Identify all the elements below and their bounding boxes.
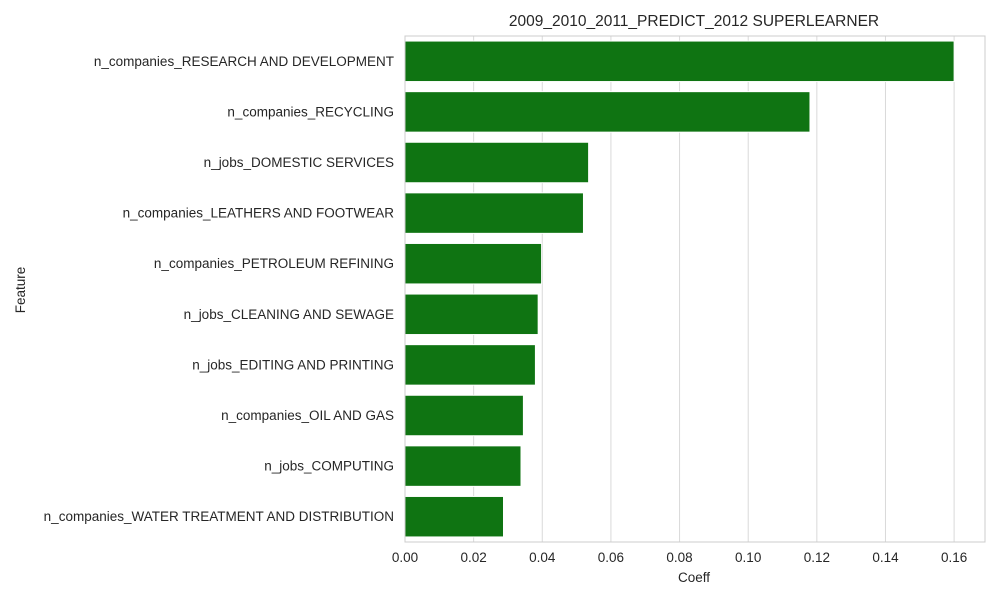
y-tick-label: n_companies_RECYCLING bbox=[227, 104, 394, 119]
x-tick-label: 0.14 bbox=[872, 550, 899, 565]
bar bbox=[404, 40, 955, 83]
x-axis-label: Coeff bbox=[678, 570, 710, 585]
bar bbox=[404, 293, 539, 336]
y-tick-label: n_jobs_DOMESTIC SERVICES bbox=[204, 155, 394, 170]
bar bbox=[404, 495, 504, 538]
x-tick-label: 0.12 bbox=[804, 550, 830, 565]
y-tick-labels: n_companies_RESEARCH AND DEVELOPMENT n_co… bbox=[44, 54, 395, 524]
y-tick-label: n_jobs_EDITING AND PRINTING bbox=[192, 357, 394, 372]
plot-frame bbox=[404, 35, 986, 543]
y-tick-label: n_companies_LEATHERS AND FOOTWEAR bbox=[123, 206, 395, 221]
bar bbox=[404, 141, 590, 184]
x-tick-label: 0.06 bbox=[598, 550, 624, 565]
y-axis-label: Feature bbox=[13, 267, 28, 314]
x-tick-label: 0.04 bbox=[529, 550, 556, 565]
bar bbox=[404, 91, 811, 133]
bar bbox=[404, 242, 543, 285]
y-tick-label: n_companies_OIL AND GAS bbox=[221, 408, 394, 423]
bar bbox=[404, 445, 522, 487]
y-tick-label: n_jobs_COMPUTING bbox=[264, 459, 394, 474]
bar bbox=[404, 192, 584, 234]
bar bbox=[404, 394, 524, 437]
x-tick-label: 0.02 bbox=[460, 550, 486, 565]
chart-title: 2009_2010_2011_PREDICT_2012 SUPERLEARNER bbox=[509, 13, 879, 30]
bar bbox=[404, 344, 536, 386]
bars bbox=[404, 40, 955, 538]
x-tick-label: 0.16 bbox=[941, 550, 967, 565]
x-tick-label: 0.00 bbox=[392, 550, 418, 565]
y-tick-label: n_companies_RESEARCH AND DEVELOPMENT bbox=[94, 54, 394, 69]
x-tick-labels: 0.00 0.02 0.04 0.06 0.08 0.10 0.12 0.14 0.16 bbox=[392, 550, 967, 565]
x-tick-label: 0.08 bbox=[666, 550, 692, 565]
y-tick-label: n_jobs_CLEANING AND SEWAGE bbox=[184, 307, 394, 322]
x-tick-label: 0.10 bbox=[735, 550, 761, 565]
axes-frame bbox=[404, 35, 986, 543]
y-tick-label: n_companies_WATER TREATMENT AND DISTRIBU… bbox=[44, 509, 394, 524]
y-tick-label: n_companies_PETROLEUM REFINING bbox=[154, 256, 394, 271]
